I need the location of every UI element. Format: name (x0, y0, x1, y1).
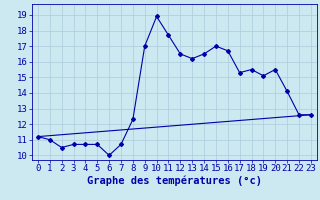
X-axis label: Graphe des températures (°c): Graphe des températures (°c) (87, 176, 262, 186)
